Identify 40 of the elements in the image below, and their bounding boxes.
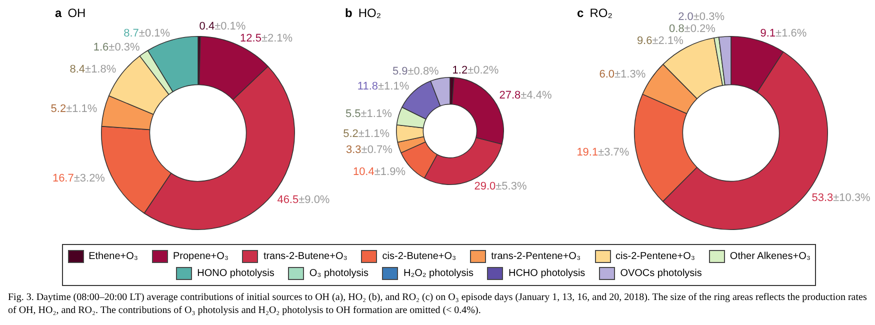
data-label: 19.1±3.7%	[576, 146, 630, 158]
data-label: 12.5±2.1%	[240, 32, 293, 44]
data-label: 46.5±9.0%	[277, 194, 330, 206]
legend-label: trans-2-Pentene+O₃	[491, 251, 581, 262]
data-label: 6.0±1.3%	[599, 68, 646, 80]
legend-label: cis-2-Butene+O₃	[382, 251, 456, 262]
data-label: 8.4±1.8%	[70, 64, 116, 76]
data-label: 9.6±2.1%	[636, 35, 684, 48]
legend-label: HCHO photolysis	[508, 268, 586, 279]
data-label: 16.7±3.2%	[52, 172, 106, 185]
data-label: 5.9±0.8%	[392, 65, 440, 78]
data-label: 27.8±4.4%	[499, 90, 552, 102]
data-label: 29.0±5.3%	[474, 180, 527, 193]
chart-title: c RO₂	[577, 6, 612, 20]
data-label: 5.5±1.1%	[345, 108, 392, 120]
legend-label: OVOCs photolysis	[620, 268, 702, 279]
data-label: 3.3±0.7%	[346, 144, 393, 156]
data-label: 1.6±0.3%	[93, 41, 140, 54]
data-label: 11.8±1.1%	[357, 80, 410, 92]
legend-label: trans-2-Butene+O₃	[263, 251, 348, 262]
legend-label: HONO photolysis	[197, 268, 274, 279]
chart-title: a OH	[55, 6, 86, 20]
data-label: 5.2±1.1%	[50, 103, 98, 116]
data-label: 8.7±0.1%	[124, 27, 170, 40]
legend-label: cis-2-Pentene+O₃	[616, 251, 695, 262]
legend-label: H₂O₂ photolysis	[403, 268, 474, 279]
legend-label: Other Alkenes+O₃	[730, 251, 810, 262]
data-label: 2.0±0.3%	[678, 11, 725, 24]
legend-label: Propene+O₃	[172, 251, 228, 262]
chart-title: b HO₂	[345, 6, 382, 20]
data-label: 0.4±0.1%	[199, 20, 246, 32]
data-label: 53.3±10.3%	[812, 192, 871, 204]
data-label: 5.2±1.1%	[343, 128, 390, 140]
legend-label: O₃ photolysis	[309, 268, 368, 279]
legend-label: Ethene+O₃	[88, 251, 138, 262]
data-label: 0.8±0.2%	[669, 23, 716, 36]
caption: Fig. 3. Daytime (08:00–20:00 LT) average contributions of initial sources to OH (a), HO₂ (b), and RO₂ (c) on O₃ episode days (January 1, 13, 16, and 20, 2018). The size of the ring areas reflects the production rates of OH, HO₂, and RO₂. The contributions of O₃ photolysis and H₂O₂ photolysis to OH formation are omitted (< 0.4%).	[8, 291, 868, 317]
data-label: 10.4±1.9%	[352, 166, 406, 178]
data-label: 1.2±0.2%	[452, 64, 499, 76]
data-label: 9.1±1.6%	[760, 28, 807, 40]
